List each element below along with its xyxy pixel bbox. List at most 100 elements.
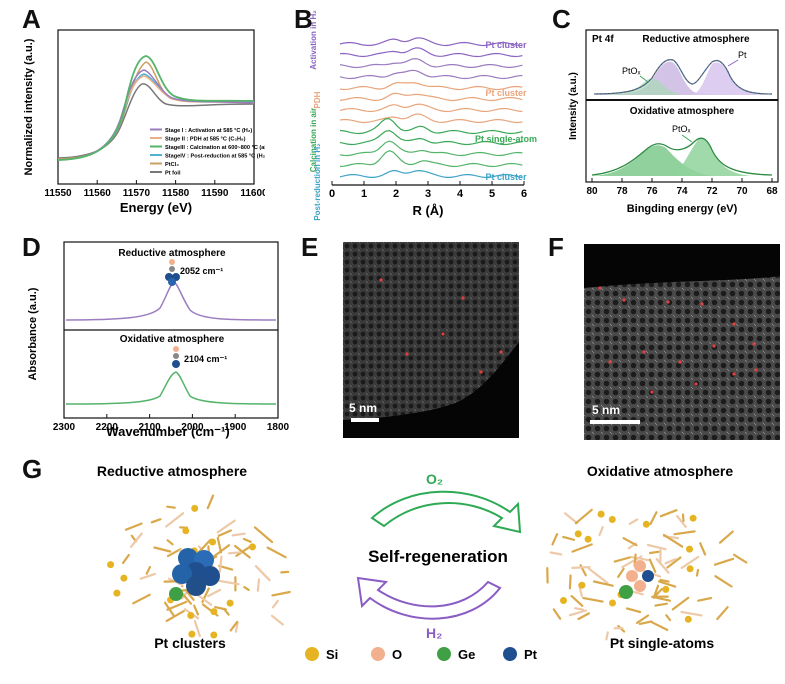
tick-label: 6 xyxy=(521,188,527,200)
haadf-image-e: 5 nm xyxy=(343,242,519,438)
title-reductive-d: Reductive atmosphere xyxy=(118,248,226,259)
scale-bar-f xyxy=(590,420,640,424)
pt-atom-marker xyxy=(700,302,703,305)
panel-letter-e: E xyxy=(301,232,318,263)
ylabel-c: Intensity (a.u.) xyxy=(568,72,579,140)
drifts-top-curve xyxy=(66,282,276,320)
pt-atom-marker xyxy=(598,286,601,289)
tick-label: 11560 xyxy=(84,188,112,199)
legend-label: Stage I : Activation at 585 °C (H₂) xyxy=(165,128,252,134)
legend-a: Stage I : Activation at 585 °C (H₂) Stage… xyxy=(150,128,265,177)
regeneration-scheme: O₂ H₂ Self-regeneration Reductive atmosp… xyxy=(0,448,785,679)
tick-label: 74 xyxy=(676,186,688,197)
structure-label: Pt cluster xyxy=(485,40,527,50)
legend-atom-icon xyxy=(437,647,451,661)
exafs-curve xyxy=(340,59,522,68)
pt-atom-marker xyxy=(650,390,653,393)
label-pt-top: Pt xyxy=(738,50,747,60)
label-ptox-top: PtOₓ xyxy=(622,66,641,76)
tick-label: 80 xyxy=(586,186,598,197)
xlabel-a: Energy (eV) xyxy=(120,200,192,215)
pt-atom-marker xyxy=(752,342,755,345)
h2-label: H₂ xyxy=(426,625,442,641)
structure-label: Pt single-atom xyxy=(475,134,537,144)
exafs-curve xyxy=(340,151,522,167)
legend-label: StageIII : Calcination at 600~800 °C (ai… xyxy=(165,145,265,151)
stage-label: PDH xyxy=(313,91,322,108)
tick-label: 11600 xyxy=(240,188,265,199)
peak-top-d: 2052 cm⁻¹ xyxy=(180,266,223,276)
legend-atom-label: Ge xyxy=(458,647,475,662)
exafs-curve xyxy=(340,119,522,134)
label-ptox-bottom: PtOₓ xyxy=(672,124,691,134)
pt-atom-marker xyxy=(441,332,444,335)
left-title: Reductive atmosphere xyxy=(97,463,247,479)
pt-atom-marker xyxy=(379,278,382,281)
tick-label: 68 xyxy=(766,186,778,197)
tick-label: 11570 xyxy=(123,188,151,199)
panel-letter-f: F xyxy=(548,232,564,263)
legend-atom-icon xyxy=(503,647,517,661)
panel-d: D Reductive atmosphere 2052 cm⁻¹ Oxidati… xyxy=(0,228,290,440)
panel-f: F 5 nm xyxy=(540,228,785,440)
exafs-curve xyxy=(340,114,522,122)
tick-label: 11590 xyxy=(201,188,229,199)
tick-label: 70 xyxy=(736,186,748,197)
tick-label: 1 xyxy=(361,188,367,200)
tick-label: 76 xyxy=(646,186,658,197)
tick-label: 3 xyxy=(425,188,431,200)
pt-atom-marker xyxy=(732,322,735,325)
tick-label: 0 xyxy=(329,188,335,200)
legend-atom-label: Pt xyxy=(524,647,538,662)
panel-letter-b: B xyxy=(294,4,313,35)
pt-atom-marker xyxy=(499,350,502,353)
tick-label: 2 xyxy=(393,188,399,200)
right-title: Oxidative atmosphere xyxy=(587,463,733,479)
tick-label: 11550 xyxy=(44,188,72,199)
panel-letter-c: C xyxy=(552,4,571,35)
structure-label: Pt cluster xyxy=(485,172,527,182)
pt-atom-marker xyxy=(608,360,611,363)
right-caption: Pt single-atoms xyxy=(610,635,714,651)
pt-atom-marker xyxy=(754,368,757,371)
legend-atom-label: Si xyxy=(326,647,338,662)
xlabel-b: R (Å) xyxy=(412,203,443,218)
pt-atom-marker xyxy=(642,350,645,353)
tag-pt4f: Pt 4f xyxy=(592,34,614,45)
tick-label: 72 xyxy=(706,186,718,197)
structure-label: Pt cluster xyxy=(485,88,527,98)
tick-label: 78 xyxy=(616,186,628,197)
pt-atom-marker xyxy=(732,372,735,375)
panel-letter-g: G xyxy=(22,454,42,485)
title-oxidative-d: Oxidative atmosphere xyxy=(120,334,225,345)
tick-label: 4 xyxy=(457,188,464,200)
exafs-curve xyxy=(340,70,522,78)
pt-atom-marker xyxy=(622,298,625,301)
drifts-bottom-curve xyxy=(66,372,276,404)
tick-label: 1800 xyxy=(267,422,290,433)
tick-label: 2300 xyxy=(53,422,76,433)
legend-label: StageIV : Post-reduction at 585 °C (H₂) xyxy=(165,154,265,160)
pt-atom-marker xyxy=(405,352,408,355)
scale-label-f: 5 nm xyxy=(592,403,620,417)
pt-atom-marker xyxy=(666,300,669,303)
legend-atom-icon xyxy=(371,647,385,661)
legend-label: PtCl₄ xyxy=(165,162,179,168)
scale-label-e: 5 nm xyxy=(349,401,377,415)
legend-atom-label: O xyxy=(392,647,402,662)
haadf-image-f: 5 nm xyxy=(584,244,780,440)
pt-atom-marker xyxy=(712,344,715,347)
panel-g: G O₂ H₂ Self-regeneration Reductive atmo… xyxy=(0,448,785,679)
ylabel-a: Normalized intensity (a.u.) xyxy=(23,38,35,175)
legend-label: Stage II : PDH at 585 °C (C₃H₈) xyxy=(165,137,246,143)
peak-bottom-d: 2104 cm⁻¹ xyxy=(184,354,227,364)
panel-letter-a: A xyxy=(22,4,41,35)
tick-label: 11580 xyxy=(162,188,190,199)
o2-label: O₂ xyxy=(426,471,443,487)
legend-atom-icon xyxy=(305,647,319,661)
tick-label: 5 xyxy=(489,188,495,200)
panel-letter-d: D xyxy=(22,232,41,263)
